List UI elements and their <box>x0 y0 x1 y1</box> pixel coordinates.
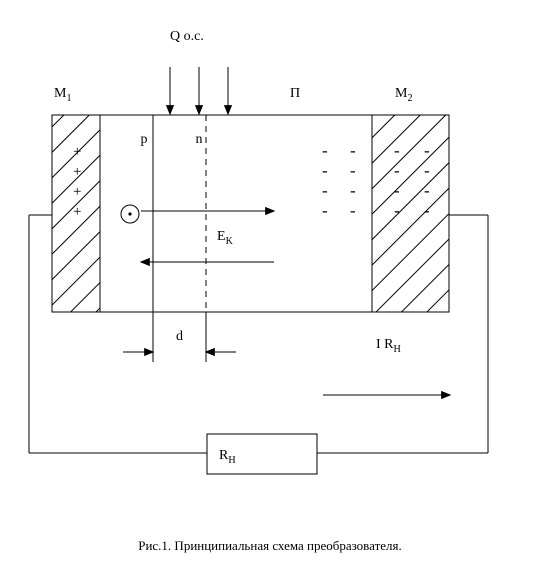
minus-mark: - <box>350 141 356 160</box>
m2-block <box>372 115 449 312</box>
label-Pi: П <box>290 86 300 101</box>
minus-mark: - <box>424 161 430 180</box>
label-Q: Q о.с. <box>170 29 204 44</box>
minus-mark: - <box>394 181 400 200</box>
minus-mark: - <box>394 161 400 180</box>
minus-mark: - <box>424 141 430 160</box>
label-n: n <box>196 132 203 147</box>
figure-caption: Рис.1. Принципиальная схема преобразоват… <box>138 538 402 553</box>
minus-mark: - <box>322 161 328 180</box>
plus-mark: + <box>73 164 81 180</box>
minus-mark: - <box>350 201 356 220</box>
minus-mark: - <box>322 141 328 160</box>
label-d: d <box>176 329 183 344</box>
minus-mark: - <box>394 141 400 160</box>
label-p: p <box>141 132 148 147</box>
minus-mark: - <box>350 161 356 180</box>
minus-mark: - <box>424 201 430 220</box>
minus-mark: - <box>424 181 430 200</box>
plus-mark: + <box>73 204 81 220</box>
plus-mark: + <box>73 184 81 200</box>
minus-mark: - <box>394 201 400 220</box>
minus-mark: - <box>322 181 328 200</box>
minus-mark: - <box>322 201 328 220</box>
minus-mark: - <box>350 181 356 200</box>
plus-mark: + <box>73 144 81 160</box>
